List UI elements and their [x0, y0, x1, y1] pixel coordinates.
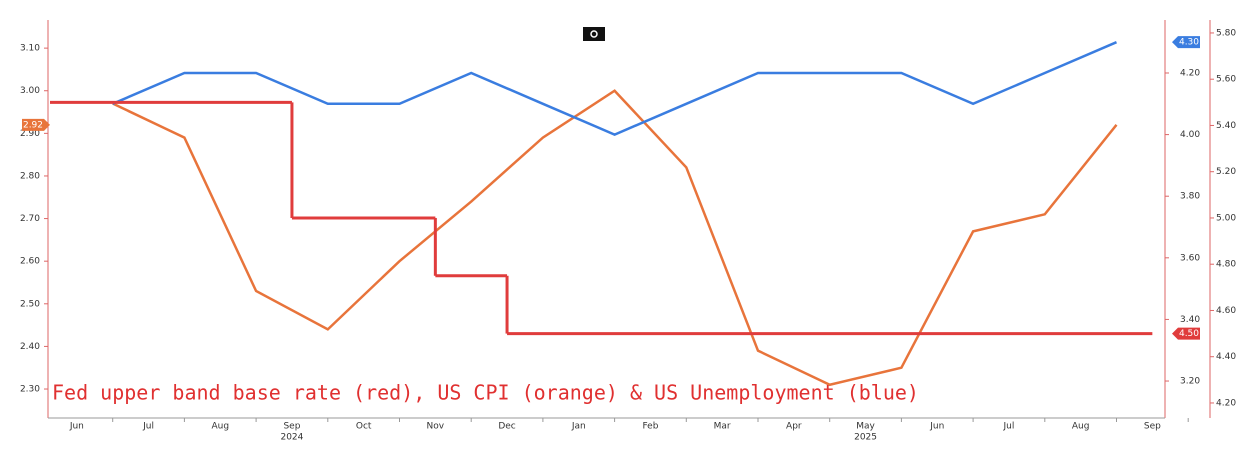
y-tick-label: 2.70: [20, 214, 40, 224]
y3-tick-label: 5.40: [1216, 121, 1236, 131]
y3-tick-label: 5.00: [1216, 213, 1236, 223]
chart-title: Fed upper band base rate (red), US CPI (…: [52, 381, 919, 405]
x-tick-label: May: [856, 422, 875, 432]
y-tick-label: 2.40: [20, 342, 40, 352]
x-tick-label: Sep: [1144, 422, 1161, 432]
y3-tick-label: 5.20: [1216, 167, 1236, 177]
toolbar-icon-circle: [590, 30, 598, 38]
x-tick-label: Apr: [786, 422, 802, 432]
x-tick-label: Jul: [1003, 422, 1015, 432]
last-value-tag: [1172, 327, 1200, 340]
x-tick-label: Sep: [283, 422, 300, 432]
toolbar-icon: [583, 27, 605, 41]
x-tick-label: Feb: [642, 422, 658, 432]
y-tick-label: 2.60: [20, 257, 40, 267]
y3-tick-label: 4.20: [1216, 398, 1236, 408]
x-tick-label: Jun: [69, 422, 84, 432]
last-value-label: 4.30: [1179, 38, 1199, 48]
y-tick-label: 2.90: [20, 129, 40, 139]
x-tick-label: Jul: [142, 422, 154, 432]
y-tick-label: 2.80: [20, 171, 40, 181]
x-tick-label: Dec: [498, 422, 515, 432]
x-tick-label: Jan: [571, 422, 586, 432]
x-tick-label: Nov: [427, 422, 445, 432]
y2-tick-label: 3.80: [1180, 192, 1200, 202]
x-tick-label: Aug: [1072, 422, 1090, 432]
last-value-tag: [1172, 36, 1200, 49]
x-tick-label: Aug: [211, 422, 229, 432]
x-tick-label: Mar: [714, 422, 731, 432]
x-tick-label: Jun: [929, 422, 944, 432]
y-tick-label: 3.10: [20, 44, 40, 54]
y-tick-label: 3.00: [20, 86, 40, 96]
x-year-label: 2025: [854, 433, 877, 443]
y-tick-label: 2.30: [20, 385, 40, 395]
x-year-label: 2024: [280, 433, 303, 443]
series-line: [112, 41, 1117, 136]
y3-tick-label: 4.80: [1216, 260, 1236, 270]
last-value-label: 2.92: [23, 120, 43, 130]
x-tick-label: Oct: [356, 422, 372, 432]
last-value-label: 4.50: [1179, 329, 1199, 339]
y2-tick-label: 4.00: [1180, 130, 1200, 140]
y3-tick-label: 5.60: [1216, 75, 1236, 85]
y2-tick-label: 3.40: [1180, 315, 1200, 325]
y2-tick-label: 3.20: [1180, 377, 1200, 387]
y3-tick-label: 4.60: [1216, 306, 1236, 316]
y-tick-label: 2.50: [20, 299, 40, 309]
last-value-tag: [22, 118, 50, 131]
y2-tick-label: 3.60: [1180, 253, 1200, 263]
y3-tick-label: 5.80: [1216, 28, 1236, 38]
series-line: [112, 89, 1118, 387]
y3-tick-label: 4.40: [1216, 352, 1236, 362]
y2-tick-label: 4.20: [1180, 68, 1200, 78]
